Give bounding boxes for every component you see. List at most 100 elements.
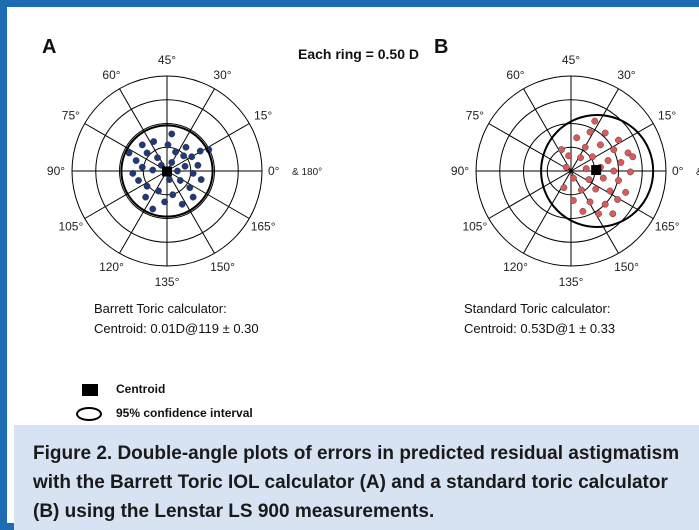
panel-label-b: B <box>434 36 449 58</box>
zero-suffix-label: & 180° <box>292 167 322 178</box>
data-point <box>161 198 169 206</box>
spoke <box>488 170 572 219</box>
angle-label-165: 165° <box>251 220 276 234</box>
data-point <box>609 210 617 218</box>
data-point <box>615 177 622 184</box>
data-point <box>578 186 585 194</box>
data-point <box>597 141 604 149</box>
angle-label-90: 90° <box>451 164 469 178</box>
angle-label-75: 75° <box>62 109 80 123</box>
angle-label-0: 0° <box>672 164 684 178</box>
data-point <box>180 152 188 160</box>
data-point <box>135 177 142 184</box>
angle-label-30: 30° <box>213 68 231 82</box>
data-point <box>601 129 609 137</box>
angle-label-15: 15° <box>254 109 272 123</box>
data-point <box>164 141 172 149</box>
data-point <box>591 117 599 125</box>
data-point <box>582 165 590 173</box>
data-point <box>169 191 177 199</box>
data-point <box>569 197 577 204</box>
data-point <box>168 159 176 166</box>
data-point <box>622 188 630 196</box>
data-point <box>610 146 618 154</box>
data-point <box>562 163 570 171</box>
data-point <box>558 146 565 154</box>
stat-centroid-a: Centroid: 0.01D@119 ± 0.30 <box>94 321 259 336</box>
data-point <box>186 184 194 192</box>
data-point <box>629 153 637 161</box>
data-point <box>617 159 625 166</box>
data-point <box>606 187 614 195</box>
data-point <box>573 134 581 142</box>
data-point <box>595 210 602 218</box>
angle-label-90: 90° <box>47 164 65 178</box>
data-point <box>155 187 162 195</box>
data-point <box>581 143 589 151</box>
stat-centroid-b: Centroid: 0.53D@1 ± 0.33 <box>464 321 616 336</box>
data-point <box>601 200 609 208</box>
legend-centroid-marker <box>82 384 98 396</box>
polar-plot-a: 0° & 180° 15° 30° 45° 60° 75° 90° 105° 120° 135° 15… <box>47 53 322 289</box>
data-point <box>181 162 189 170</box>
centroid-marker <box>162 166 172 177</box>
data-point <box>586 198 594 206</box>
data-point <box>149 205 157 213</box>
data-point <box>182 143 190 151</box>
data-point <box>585 176 593 183</box>
spoke <box>166 170 215 254</box>
spoke <box>166 88 215 172</box>
data-point <box>599 174 607 182</box>
angle-label-120: 120° <box>99 260 124 274</box>
angle-label-105: 105° <box>58 220 83 234</box>
polar-plot-b: 0° & 15° 30° 45° 60° 75° 90° 105° 120° 135° 150° 16… <box>451 53 699 289</box>
data-point <box>577 154 584 162</box>
figure-caption: Figure 2. Double-angle plots of errors i… <box>33 443 680 522</box>
data-point <box>196 147 204 155</box>
ci-ellipse <box>120 124 214 218</box>
angle-label-75: 75° <box>466 109 484 123</box>
angle-label-60: 60° <box>102 68 120 82</box>
data-point <box>615 136 622 144</box>
spoke <box>570 170 654 219</box>
data-point <box>176 177 184 184</box>
data-point <box>588 153 596 161</box>
angle-label-150: 150° <box>614 260 639 274</box>
data-point <box>194 161 202 169</box>
ring-scale-note: Each ring = 0.50 D <box>298 46 419 62</box>
stat-title-a: Barrett Toric calculator: <box>94 301 227 316</box>
data-point <box>178 200 186 208</box>
data-point <box>154 154 161 162</box>
data-point <box>189 169 197 177</box>
angle-label-120: 120° <box>503 260 528 274</box>
spoke <box>84 170 168 219</box>
data-point <box>138 163 146 171</box>
spoke <box>84 123 168 172</box>
data-point <box>142 193 150 201</box>
data-point <box>624 149 632 157</box>
ci-ellipse <box>540 113 655 229</box>
stat-title-b: Standard Toric calculator: <box>464 301 611 316</box>
data-point <box>165 176 173 183</box>
legend-ci-marker <box>76 407 102 421</box>
data-point <box>610 167 618 175</box>
spoke <box>523 88 572 172</box>
data-point <box>614 196 621 203</box>
data-point <box>604 157 612 164</box>
legend-centroid-label: Centroid <box>116 382 166 396</box>
data-point <box>189 193 197 201</box>
data-point <box>172 148 179 156</box>
data-point <box>626 168 634 176</box>
angle-label-60: 60° <box>506 68 524 82</box>
angle-label-45: 45° <box>562 53 580 67</box>
zero-suffix-label: & <box>696 167 699 178</box>
legend-ci-label: 95% confidence interval <box>116 406 253 420</box>
data-point <box>174 167 181 175</box>
data-point <box>168 130 176 138</box>
spoke <box>488 123 572 172</box>
data-point <box>143 149 151 157</box>
data-point <box>197 176 205 183</box>
angle-label-135: 135° <box>559 275 584 289</box>
plot-panel: A B Each ring = 0.50 D 0° & 180° 15° 30° 45°… <box>14 14 699 425</box>
data-point <box>138 141 146 149</box>
